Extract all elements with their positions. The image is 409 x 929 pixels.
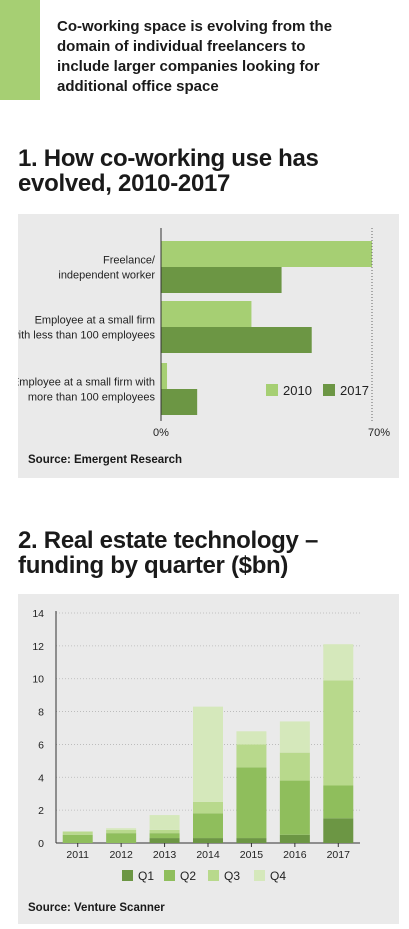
legend-label: 2010 [283,383,312,398]
bar-Q2-2015 [236,767,267,839]
chart1-panel: Freelance/independent worker Employee at … [10,214,399,478]
x-tick-label: 0% [153,427,169,439]
chart2-panel: 0 2 4 6 8 10 12 14 2011 2012 2013 2014 2015 2016 2017 Q… [18,594,399,924]
chart1-title: 1. How co-working use has evolved, 2010-… [18,146,398,196]
y-tick-label: 10 [32,674,44,686]
bar-Q4-2017 [323,644,354,681]
chart2-title: 2. Real estate technology – funding by q… [18,528,398,578]
bar-Q2-2011 [62,834,93,843]
x-tick-label: 2014 [196,849,220,861]
x-tick-label: 2017 [327,849,351,861]
bar-Q2-2014 [193,813,223,839]
bar-Q3-2016 [279,752,310,781]
y-tick-label: 12 [32,641,44,653]
bar-Q4-2016 [279,721,310,753]
legend-label: Q4 [270,869,286,883]
chart2-source: Source: Venture Scanner [28,902,165,914]
bar-Q4-2013 [149,815,180,830]
category-label: Employee at a small firm with [18,377,155,389]
chart2-svg: 0 2 4 6 8 10 12 14 2011 2012 2013 2014 2015 2016 2017 Q… [32,608,360,883]
chart2-title-line: 2. Real estate technology – [18,527,319,554]
legend-label: Q3 [224,869,240,883]
bar-Q3-2015 [236,744,267,768]
bar-Q4-2015 [236,731,267,745]
chart1-title-line: evolved, 2010-2017 [18,170,231,197]
legend-swatch-2017 [323,384,335,396]
legend-swatch-Q2 [164,870,175,881]
intro-accent-block [0,0,40,100]
bar-Q2-2012 [106,833,137,843]
category-label: Employee at a small firm [35,315,155,327]
x-tick-label: 2011 [66,849,89,861]
x-tick-label: 2013 [153,849,177,861]
bar-Q1-2013 [149,838,180,843]
bar-Q3-2012 [106,829,137,834]
category-label: independent worker [58,270,155,282]
y-tick-label: 8 [38,707,44,719]
bar-Q4-2014 [193,706,223,802]
bar-Q3-2017 [323,680,354,786]
y-tick-label: 6 [38,739,44,751]
bar-Q4-2012 [106,828,137,830]
bar-2010 [161,363,168,389]
legend-label: 2017 [340,383,369,398]
intro-text: Co-working space is evolving from the do… [57,17,402,97]
chart2-title-line: funding by quarter ($bn) [18,552,289,579]
bar-Q1-2014 [193,838,223,843]
bar-Q1-2016 [279,834,310,843]
legend-label: Q1 [138,869,154,883]
y-tick-label: 4 [38,772,44,784]
chart1-source: Source: Emergent Research [28,454,183,466]
x-tick-label: 2016 [283,849,307,861]
y-tick-label: 2 [38,805,44,817]
bar-Q3-2014 [193,801,223,814]
legend-swatch-Q1 [122,870,133,881]
y-tick-label: 14 [32,608,44,620]
bar-Q2-2013 [149,833,180,839]
bar-2017 [161,267,282,293]
bar-2017 [161,389,198,415]
intro-line: domain of individual freelancers to [57,38,306,55]
category-label: more than 100 employees [28,392,156,404]
bar-2010 [161,241,372,267]
bar-Q2-2017 [323,785,354,819]
chart1-svg: Freelance/independent worker Employee at … [10,228,390,439]
category-label: Freelance/ [103,255,156,267]
x-tick-label: 70% [368,427,390,439]
bar-Q2-2016 [279,780,310,835]
intro-line: include larger companies looking for [57,58,320,75]
intro-line: additional office space [57,78,219,95]
chart1-title-line: 1. How co-working use has [18,145,319,172]
x-tick-label: 2015 [240,849,264,861]
legend-swatch-Q3 [208,870,219,881]
x-tick-label: 2012 [109,849,133,861]
y-tick-label: 0 [38,838,44,850]
bar-2017 [161,327,312,353]
bar-Q1-2015 [236,838,267,843]
bar-Q1-2017 [323,818,354,843]
intro-line: Co-working space is evolving from the [57,18,333,35]
legend-swatch-Q4 [254,870,265,881]
bar-Q3-2013 [149,829,180,834]
legend-label: Q2 [180,869,196,883]
bar-2010 [161,301,252,327]
bar-Q3-2011 [62,831,93,835]
category-label: with less than 100 employees [18,330,155,342]
legend-swatch-2010 [266,384,278,396]
